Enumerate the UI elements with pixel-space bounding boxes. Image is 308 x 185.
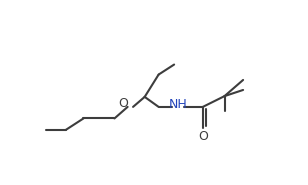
Text: NH: NH [168, 98, 187, 111]
Text: O: O [118, 97, 128, 110]
Text: O: O [198, 130, 208, 143]
